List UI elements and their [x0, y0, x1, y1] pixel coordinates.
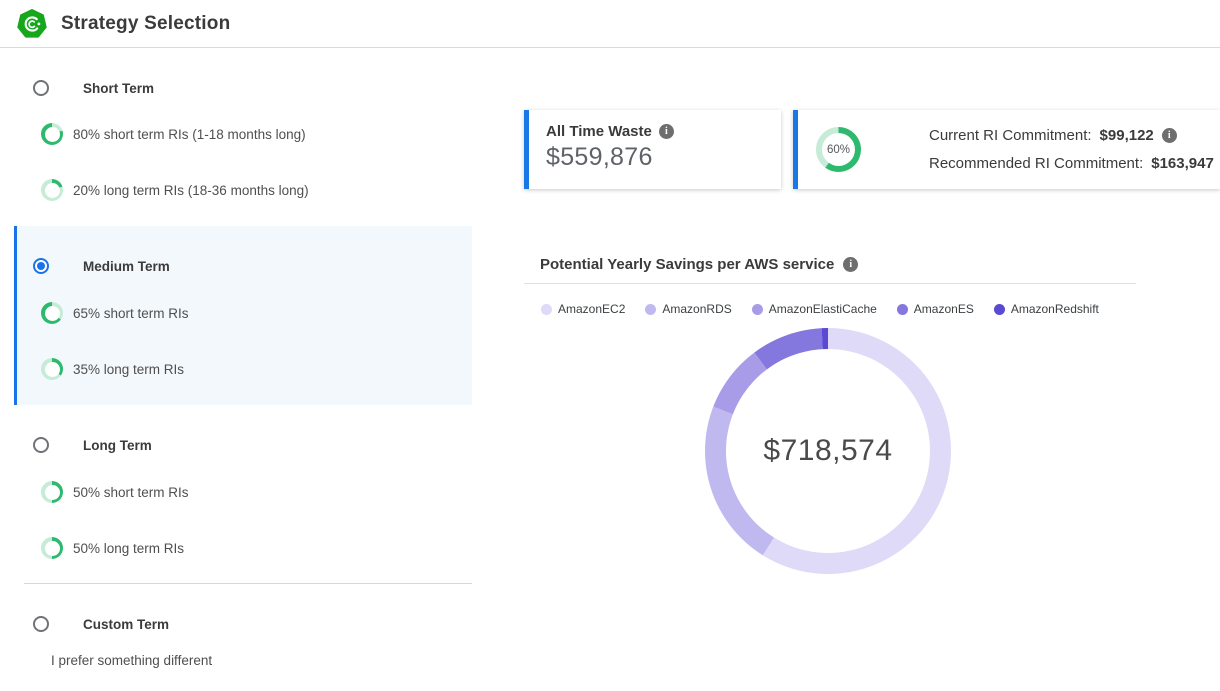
savings-total-label: $718,574 — [705, 328, 951, 574]
legend-label: AmazonElastiCache — [769, 302, 877, 316]
ratio-label: 20% long term RIs (18-36 months long) — [73, 183, 309, 198]
ratio-donut-20 — [41, 179, 63, 201]
strategy-option-label: Custom Term — [83, 617, 169, 632]
custom-term-subtitle: I prefer something different — [51, 653, 212, 668]
ratio-label: 35% long term RIs — [73, 362, 184, 377]
radio-custom-term[interactable] — [33, 616, 49, 632]
section-divider — [24, 583, 472, 584]
strategy-option-label: Long Term — [83, 438, 152, 453]
ratio-label: 80% short term RIs (1-18 months long) — [73, 127, 306, 142]
chart-title: Potential Yearly Savings per AWS service — [540, 256, 834, 273]
info-icon[interactable]: i — [843, 257, 858, 272]
radio-medium-term[interactable] — [33, 258, 49, 274]
ratio-label: 50% long term RIs — [73, 541, 184, 556]
legend-item-amazonrds[interactable]: AmazonRDS — [645, 302, 731, 316]
current-ri-commitment-line: Current RI Commitment: $99,122 i — [929, 127, 1220, 144]
chart-divider — [524, 283, 1136, 284]
all-time-waste-card: All Time Waste i $559,876 — [524, 110, 781, 189]
page-title: Strategy Selection — [61, 13, 230, 35]
app-header: Strategy Selection — [0, 0, 1220, 48]
legend-dot — [994, 304, 1005, 315]
legend-dot — [897, 304, 908, 315]
legend-dot — [541, 304, 552, 315]
strategy-option-label: Medium Term — [83, 259, 170, 274]
chart-legend: AmazonEC2 AmazonRDS AmazonElastiCache Amazo… — [541, 302, 1099, 316]
savings-donut-chart[interactable]: $718,574 — [705, 328, 951, 574]
legend-item-amazonredshift[interactable]: AmazonRedshift — [994, 302, 1099, 316]
legend-item-amazonelasticache[interactable]: AmazonElastiCache — [752, 302, 877, 316]
legend-item-amazonec2[interactable]: AmazonEC2 — [541, 302, 625, 316]
legend-dot — [752, 304, 763, 315]
recommended-ri-commitment-label: Recommended RI Commitment: — [929, 155, 1143, 172]
waste-card-title: All Time Waste — [546, 123, 652, 140]
info-icon[interactable]: i — [1162, 128, 1177, 143]
ri-commitment-card: 60% Current RI Commitment: $99,122 i Rec… — [793, 110, 1220, 189]
ratio-label: 65% short term RIs — [73, 306, 189, 321]
current-ri-commitment-value: $99,122 — [1100, 127, 1154, 144]
ratio-donut-65 — [41, 302, 63, 324]
legend-label: AmazonRDS — [662, 302, 731, 316]
radio-short-term[interactable] — [33, 80, 49, 96]
recommended-ri-commitment-line: Recommended RI Commitment: $163,947 i — [929, 155, 1220, 172]
commitment-percent-label: 60% — [816, 127, 861, 172]
radio-long-term[interactable] — [33, 437, 49, 453]
current-ri-commitment-label: Current RI Commitment: — [929, 127, 1092, 144]
commitment-percent-donut: 60% — [816, 127, 861, 172]
legend-label: AmazonRedshift — [1011, 302, 1099, 316]
waste-value: $559,876 — [546, 143, 781, 172]
strategy-options-panel: Short Term 80% short term RIs (1-18 mont… — [0, 48, 472, 691]
strategy-option-label: Short Term — [83, 81, 154, 96]
legend-dot — [645, 304, 656, 315]
recommended-ri-commitment-value: $163,947 — [1151, 155, 1214, 172]
ratio-donut-50-short — [41, 481, 63, 503]
legend-label: AmazonEC2 — [558, 302, 625, 316]
legend-item-amazones[interactable]: AmazonES — [897, 302, 974, 316]
info-icon[interactable]: i — [659, 124, 674, 139]
ratio-donut-80 — [41, 123, 63, 145]
cloudability-logo-icon — [17, 9, 47, 39]
legend-label: AmazonES — [914, 302, 974, 316]
ratio-label: 50% short term RIs — [73, 485, 189, 500]
ratio-donut-50-long — [41, 537, 63, 559]
ratio-donut-35 — [41, 358, 63, 380]
